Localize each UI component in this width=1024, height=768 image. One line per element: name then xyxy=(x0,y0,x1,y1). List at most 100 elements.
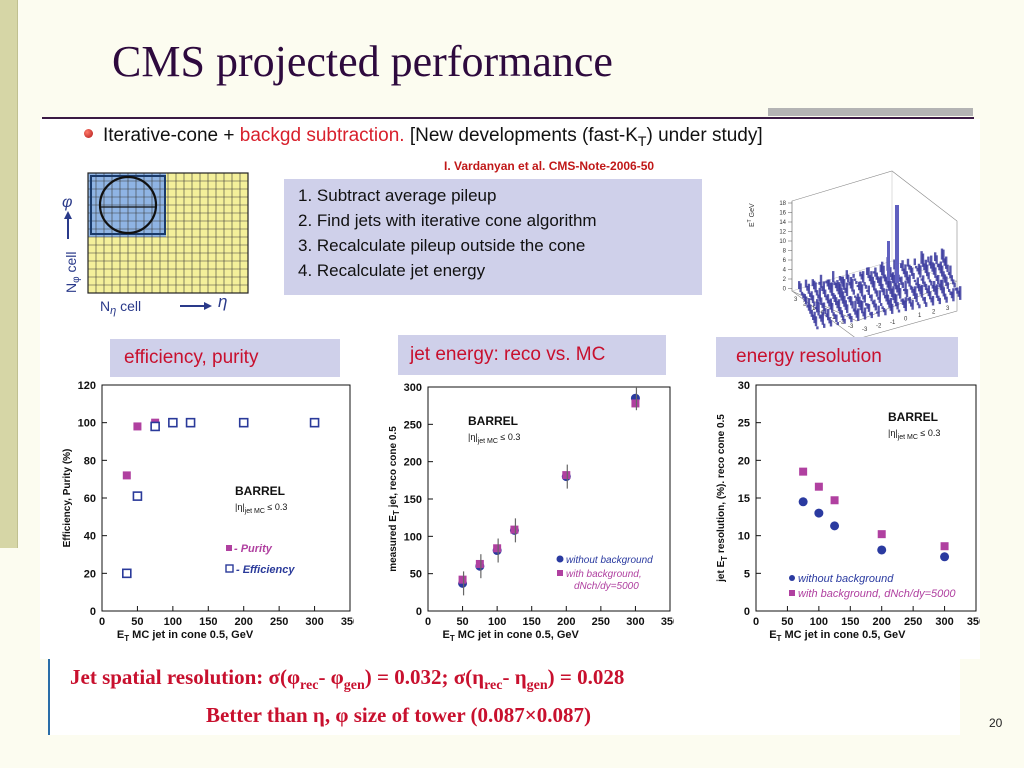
lego-z-tick: 6 xyxy=(783,258,787,264)
data-point xyxy=(799,467,808,476)
y-tick-label: 100 xyxy=(404,531,422,543)
panel-title-resolution: energy resolution xyxy=(716,337,958,377)
plot-frame xyxy=(427,386,671,612)
lego-z-tick: 18 xyxy=(779,201,786,207)
steps-box: 1. Subtract average pileup 2. Find jets … xyxy=(284,179,702,295)
y-tick-label: 25 xyxy=(738,418,750,430)
y-tick-label: 0 xyxy=(744,606,750,618)
x-tick-label: 100 xyxy=(164,616,182,628)
lego-x-tick: 2 xyxy=(932,310,936,316)
step-1: 1. Subtract average pileup xyxy=(298,186,497,205)
y-axis-label: jet ET resolution, (%). reco cone 0.5 xyxy=(716,414,729,583)
legend-marker xyxy=(556,555,564,563)
y-tick-label: 0 xyxy=(416,606,422,618)
x-tick-label: 300 xyxy=(626,616,644,628)
efficiency-purity-chart: 0 50 100 150 200 250 300 350 0 20 40 60 80 100 120 ET M… xyxy=(62,380,354,643)
bottom-summary: Jet spatial resolution: σ(φrec- φgen) = … xyxy=(48,659,960,735)
bullet-text-part: Iterative-cone + xyxy=(103,125,240,146)
lego-z-tick: 12 xyxy=(779,230,786,236)
x-tick-label: 0 xyxy=(425,616,431,628)
y-tick-label: 200 xyxy=(404,457,422,469)
title-rule xyxy=(42,117,974,119)
legend-marker xyxy=(225,564,234,573)
data-point xyxy=(877,545,887,555)
bullet-text-part: [New developments (fast-K xyxy=(404,125,638,146)
y-tick-label: 60 xyxy=(84,493,96,505)
x-tick-label: 150 xyxy=(841,616,859,628)
chart-annotation: BARREL xyxy=(235,484,285,498)
spatial-resolution-line: Jet spatial resolution: σ(φrec- φgen) = … xyxy=(70,665,625,694)
lego-z-tick: 14 xyxy=(779,220,786,226)
data-point xyxy=(830,496,839,505)
page-number: 20 xyxy=(989,716,1003,730)
bullet-subscript: T xyxy=(637,132,647,149)
legend-label: - Efficiency xyxy=(236,564,295,576)
x-tick-label: 200 xyxy=(873,616,891,628)
x-tick-label: 350 xyxy=(341,616,354,628)
y-tick-label: 0 xyxy=(90,606,96,618)
energy-resolution-chart: 0 50 100 150 200 250 300 350 0 5 10 15 20 25 30 ET MC j… xyxy=(716,380,980,643)
y-axis-label: measured ET jet, reco cone 0.5 xyxy=(388,426,401,572)
legend-label: with background, dNch/dy=5000 xyxy=(798,588,956,600)
step-4: 4. Recalculate jet energy xyxy=(298,261,486,280)
panel-title-energy: jet energy: reco vs. MC xyxy=(398,335,666,375)
chart-cut-annotation: |η|jet MC ≤ 0.3 xyxy=(235,502,287,515)
data-point xyxy=(877,530,886,539)
lego-y-tick: -1 xyxy=(830,315,836,321)
lego-y-tick: -3 xyxy=(848,324,854,330)
data-point xyxy=(132,491,143,501)
legend-marker xyxy=(789,590,795,596)
x-tick-label: 0 xyxy=(753,616,759,628)
series-1 xyxy=(799,467,949,551)
lego-x-ticks: -3 -2 -1 0 1 2 3 xyxy=(862,306,950,333)
series-1 xyxy=(122,417,320,579)
title-accent-bar xyxy=(768,108,973,116)
lego-z-tick: 8 xyxy=(783,249,787,255)
lego-x-tick: -2 xyxy=(876,324,882,330)
x-tick-label: 250 xyxy=(592,616,610,628)
data-point xyxy=(458,575,467,584)
data-point xyxy=(122,471,131,480)
tower-size-line: Better than η, φ size of tower (0.087×0.… xyxy=(206,703,591,727)
legend-label: without background xyxy=(566,555,653,566)
x-tick-label: 200 xyxy=(235,616,253,628)
data-point xyxy=(940,552,950,562)
x-tick-label: 0 xyxy=(99,616,105,628)
chart-annotation: BARREL xyxy=(888,410,938,424)
data-point xyxy=(168,417,178,428)
grid-y-label: Nφ cell xyxy=(63,251,82,293)
lego-z-tick: 4 xyxy=(783,268,787,274)
cone-grid-figure: φ Nφ cell Nη cell η xyxy=(62,172,249,317)
lego-x-tick: 3 xyxy=(946,306,950,312)
legend-marker xyxy=(557,570,563,576)
lego-bars xyxy=(798,205,962,330)
content-image-panel: Iterative-cone + backgd subtraction. [Ne… xyxy=(40,119,980,659)
bullet-icon xyxy=(84,129,93,139)
x-tick-label: 50 xyxy=(781,616,793,628)
lego-z-tick: 0 xyxy=(783,287,787,293)
x-axis-label: ET MC jet in cone 0.5, GeV xyxy=(117,629,254,643)
lego-y-label: ET GeV xyxy=(747,203,756,227)
x-tick-label: 250 xyxy=(904,616,922,628)
series-1 xyxy=(458,399,640,584)
y-tick-label: 80 xyxy=(84,455,96,467)
y-tick-label: 120 xyxy=(78,380,96,392)
y-tick-label: 15 xyxy=(738,493,750,505)
data-point xyxy=(830,521,840,531)
slide-title: CMS projected performance xyxy=(112,37,613,86)
data-point xyxy=(631,399,640,408)
y-tick-label: 250 xyxy=(404,419,422,431)
x-axis-label: ET MC jet in cone 0.5, GeV xyxy=(443,629,580,643)
grid-x-label: Nη cell xyxy=(100,298,141,317)
y-tick-label: 300 xyxy=(404,382,422,394)
data-point xyxy=(150,421,160,432)
x-tick-label: 350 xyxy=(661,616,674,628)
bullet-text-part: ) under study] xyxy=(646,125,763,146)
lego-x-tick: 0 xyxy=(904,317,908,323)
data-point xyxy=(510,525,519,534)
x-tick-label: 150 xyxy=(523,616,541,628)
chart-cut-annotation: |η|jet MC ≤ 0.3 xyxy=(468,432,520,445)
grid-x-symbol: η xyxy=(218,292,227,311)
x-tick-label: 350 xyxy=(967,616,980,628)
